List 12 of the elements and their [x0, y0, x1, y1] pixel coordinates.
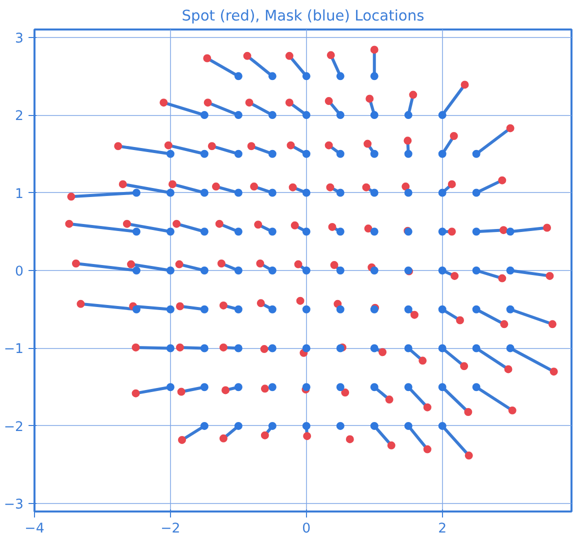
- y-tick-label: 1: [15, 186, 24, 202]
- y-tick-label: 0: [15, 264, 24, 280]
- chart-title: Spot (red), Mask (blue) Locations: [182, 8, 424, 24]
- x-tick-label: −2: [160, 522, 180, 535]
- y-tick-label: −2: [4, 420, 24, 435]
- x-tick-label: −4: [24, 522, 44, 535]
- y-tick-label: 3: [15, 31, 24, 46]
- y-tick-label: −3: [4, 498, 24, 513]
- x-tick-label: 0: [302, 522, 311, 535]
- y-tick-label: −1: [4, 342, 24, 358]
- x-tick-label: 2: [438, 522, 447, 535]
- y-tick-label: 2: [15, 109, 24, 124]
